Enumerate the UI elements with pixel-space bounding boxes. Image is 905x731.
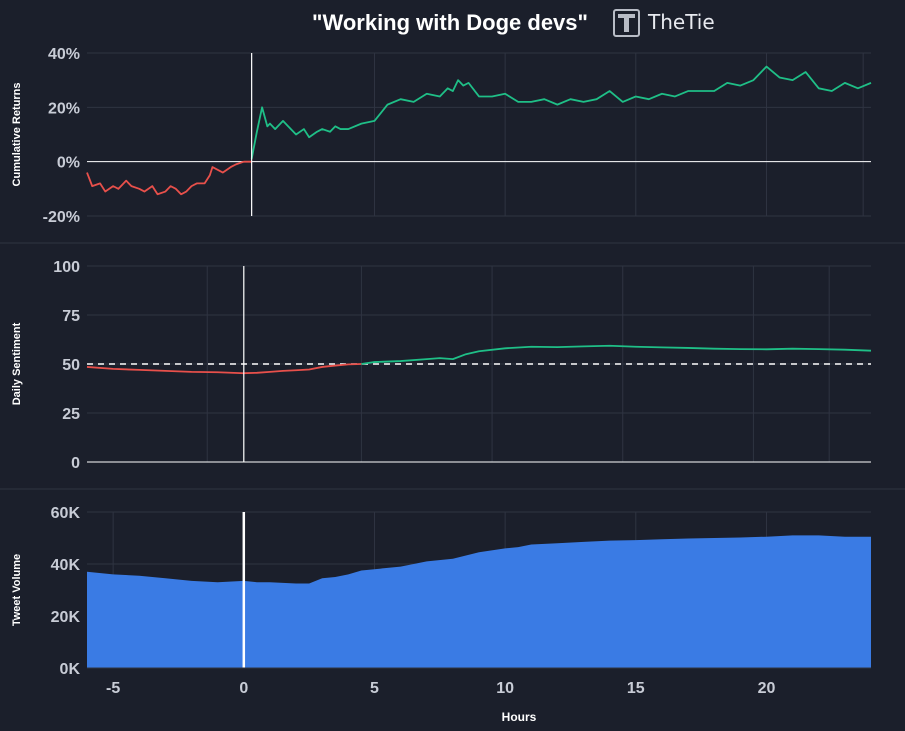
chart-title: "Working with Doge devs" (312, 10, 588, 35)
y-tick-label: 20K (51, 609, 81, 626)
positive-series-line (361, 344, 872, 365)
y-tick-label: 75 (62, 308, 80, 325)
y-tick-label: 40% (48, 46, 80, 63)
y-axis-label: Tweet Volume (11, 554, 23, 626)
y-tick-label: 50 (62, 357, 80, 374)
y-tick-label: 40K (51, 557, 81, 574)
negative-series-line (86, 363, 362, 375)
tweet-volume-area (87, 535, 871, 668)
x-axis-label: Hours (502, 710, 537, 724)
positive-series-line (250, 65, 872, 160)
x-tick-label: 10 (496, 680, 514, 697)
x-tick-label: -5 (106, 680, 120, 697)
volume-panel: 60K 40K 20K 0K Tweet Volume -5 0 5 10 15 20 Hours (11, 505, 871, 724)
sentiment-panel: 100 75 50 25 0 Daily Sentiment (11, 259, 872, 472)
brand-name: TheTie (647, 10, 715, 34)
y-tick-label: 25 (62, 406, 80, 423)
y-tick-label: 0 (71, 455, 80, 472)
y-axis-label: Daily Sentiment (11, 322, 23, 405)
y-tick-label: 60K (51, 505, 81, 522)
x-tick-label: 5 (370, 680, 379, 697)
thetie-logo-icon (613, 9, 640, 37)
y-axis-label: Cumulative Returns (11, 83, 23, 187)
y-tick-label: -20% (43, 209, 80, 226)
returns-panel: 40% 20% 0% -20% Cumulative Returns (11, 46, 872, 226)
x-tick-label: 15 (627, 680, 645, 697)
x-tick-label: 0 (239, 680, 248, 697)
y-tick-label: 20% (48, 100, 80, 117)
y-tick-label: 0K (60, 661, 81, 678)
negative-series-line (86, 160, 252, 196)
y-tick-label: 0% (57, 155, 80, 172)
y-tick-label: 100 (53, 259, 80, 276)
x-tick-label: 20 (758, 680, 776, 697)
